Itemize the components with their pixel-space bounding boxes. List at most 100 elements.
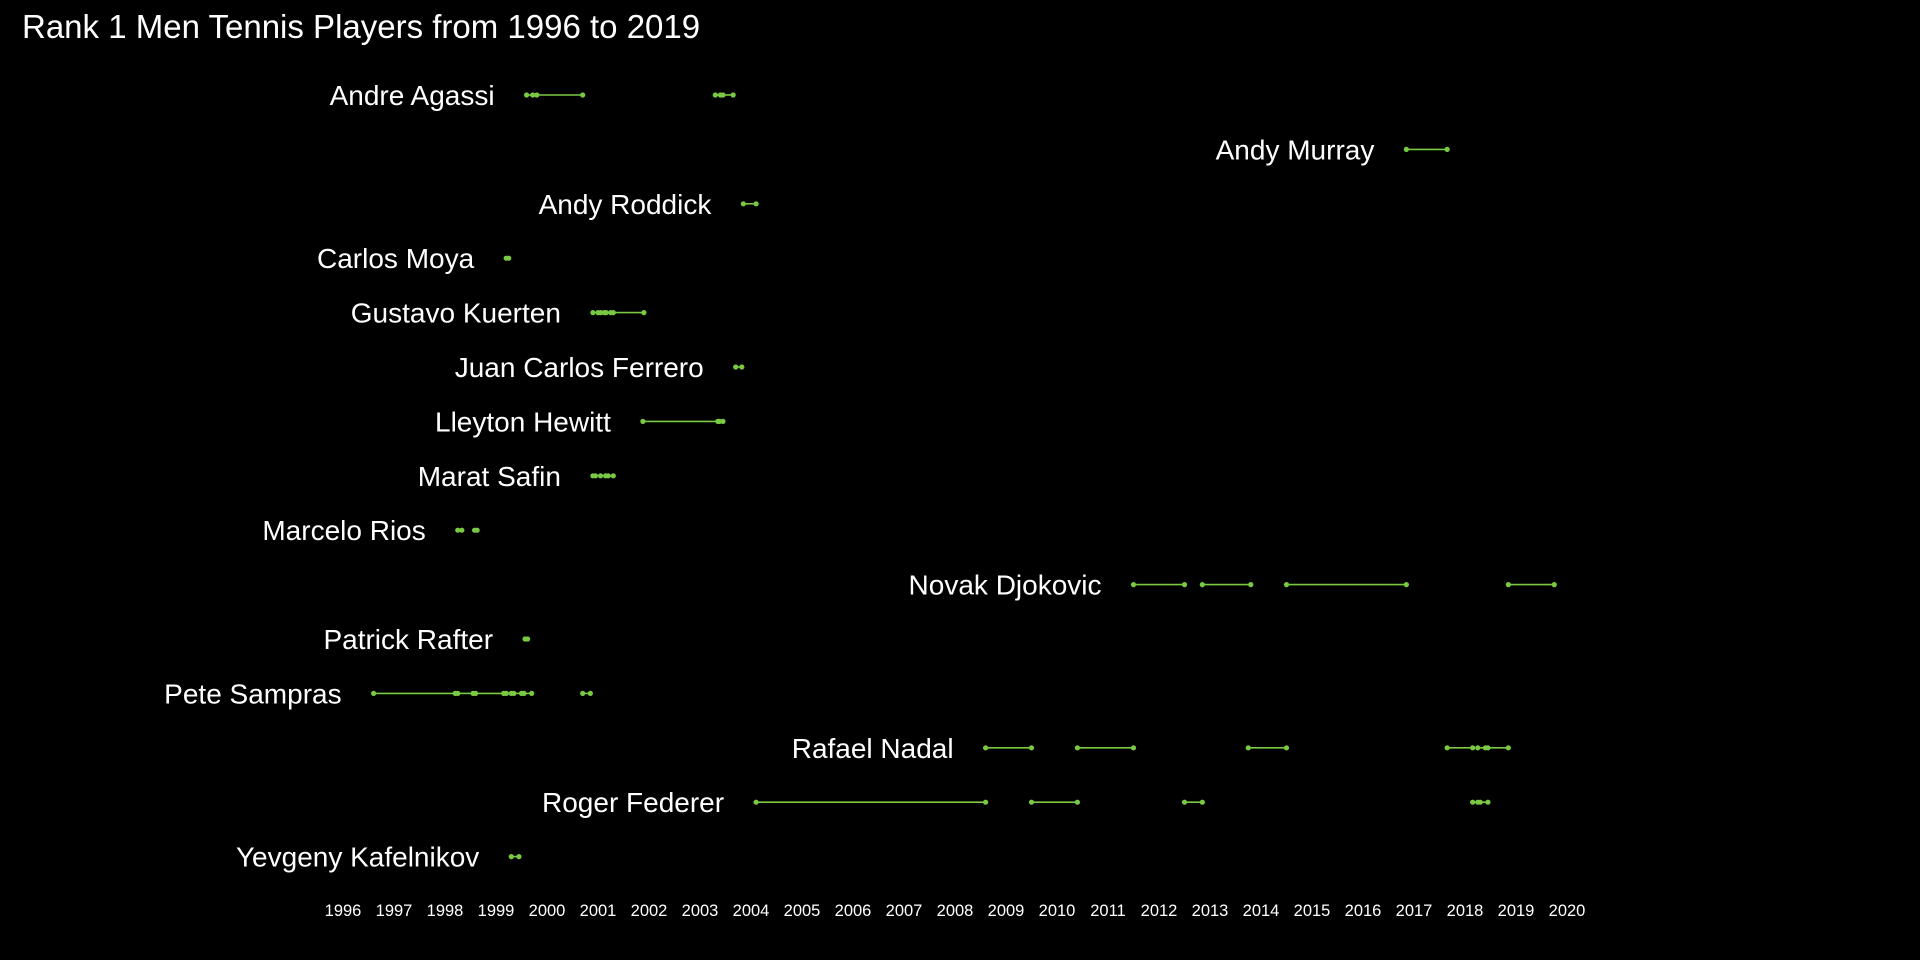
spell-endpoint [983,799,989,805]
spell-endpoint [529,690,535,697]
player-label: Roger Federer [542,787,724,818]
spell-endpoint [506,255,512,261]
spell-endpoint [733,364,739,370]
spell-endpoint [1028,799,1035,805]
player-row: Andy Roddick [539,189,759,220]
x-tick-label: 2013 [1192,902,1229,920]
spell-endpoint [610,310,616,316]
spell-endpoint [641,310,647,316]
player-row: Andy Murray [1216,134,1450,165]
x-tick-label: 2002 [631,902,668,920]
spell-endpoint [511,690,517,697]
x-tick-label: 2007 [886,902,923,920]
x-tick-label: 2018 [1447,902,1484,920]
spell-endpoint [1470,799,1476,805]
player-row: Marcelo Rios [262,515,480,546]
spell-endpoint [740,201,746,207]
player-label: Andy Roddick [539,189,713,220]
x-tick-label: 2010 [1039,902,1076,920]
spell-endpoint [1181,582,1188,588]
player-label: Gustavo Kuerten [351,298,561,329]
x-tick-label: 2011 [1090,902,1125,920]
player-row: Andre Agassi [330,80,736,111]
spell-endpoint [580,690,586,697]
spell-endpoint [730,92,736,98]
x-tick-label: 1997 [376,902,413,920]
player-row: Patrick Rafter [323,624,531,655]
spell-endpoint [516,854,522,860]
spell-endpoint [1444,745,1450,751]
spell-endpoint [473,690,479,697]
spell-endpoint [521,690,527,697]
player-rows: Andre Agassi Andy Murray Andy Roddick Carlo… [164,80,1557,873]
spell-endpoint [587,690,593,697]
player-label: Lleyton Hewitt [435,406,611,437]
spell-endpoint [753,201,759,207]
x-tick-label: 2003 [682,902,719,920]
spell-endpoint [1477,799,1483,805]
player-row: Juan Carlos Ferrero [455,352,745,383]
spell-endpoint [1199,582,1205,588]
player-label: Marat Safin [418,461,561,492]
spell-endpoint [739,364,745,370]
spell-endpoint [590,310,596,316]
spell-endpoint [1199,799,1205,805]
spell-endpoint [1130,582,1137,588]
spell-endpoint [720,418,726,424]
player-row: Rafael Nadal [792,733,1511,764]
x-tick-label: 1999 [478,902,515,920]
player-row: Novak Djokovic [909,570,1557,601]
spell-endpoint [459,527,465,533]
spell-endpoint [983,745,989,751]
x-tick-label: 2015 [1294,902,1331,920]
spell-endpoint [1470,745,1476,751]
x-tick-label: 1996 [325,902,362,920]
player-row: Roger Federer [542,787,1491,818]
x-tick-label: 2014 [1243,902,1280,920]
x-tick-label: 2006 [835,902,872,920]
x-tick-label: 2000 [529,902,566,920]
spell-endpoint [712,92,718,98]
spell-endpoint [592,473,599,479]
spell-endpoint [525,636,531,642]
spell-endpoint [1074,799,1080,805]
chart-title: Rank 1 Men Tennis Players from 1996 to 2… [22,8,700,45]
spell-endpoint [534,92,540,98]
spell-endpoint [1248,582,1254,588]
player-label: Marcelo Rios [262,515,425,546]
player-label: Andre Agassi [330,80,495,111]
spell-endpoint [1403,146,1409,152]
spell-endpoint [603,310,609,316]
player-row: Pete Sampras [164,678,593,709]
spell-endpoint [1283,582,1290,588]
player-row: Carlos Moya [317,243,512,274]
player-label: Patrick Rafter [323,624,493,655]
x-tick-label: 2001 [580,902,617,920]
x-tick-label: 1998 [427,902,464,920]
x-tick-label: 2017 [1396,902,1433,920]
x-tick-label: 2004 [733,902,770,920]
spell-endpoint [753,799,759,805]
player-label: Rafael Nadal [792,733,954,764]
spell-endpoint [1283,745,1290,751]
x-tick-label: 2009 [988,902,1025,920]
spell-endpoint [605,473,611,479]
spell-endpoint [716,418,722,424]
player-row: Marat Safin [418,461,616,492]
spell-endpoint [1505,745,1511,751]
spell-endpoint [503,690,509,697]
spell-endpoint [1181,799,1188,805]
x-axis: 1996 1997 1998 1999 2000 2001 2002 2003 2004 2005… [325,902,1586,920]
spell-endpoint [508,854,514,860]
spell-endpoint [1485,745,1491,751]
player-label: Yevgeny Kafelnikov [236,842,479,873]
spell-endpoint [1475,745,1481,751]
spell-endpoint [610,473,616,479]
x-tick-label: 2020 [1549,902,1586,920]
player-label: Novak Djokovic [909,570,1102,601]
player-label: Pete Sampras [164,678,341,709]
spell-endpoint [1505,582,1511,588]
spell-endpoint [1485,799,1491,805]
player-row: Lleyton Hewitt [435,406,726,437]
